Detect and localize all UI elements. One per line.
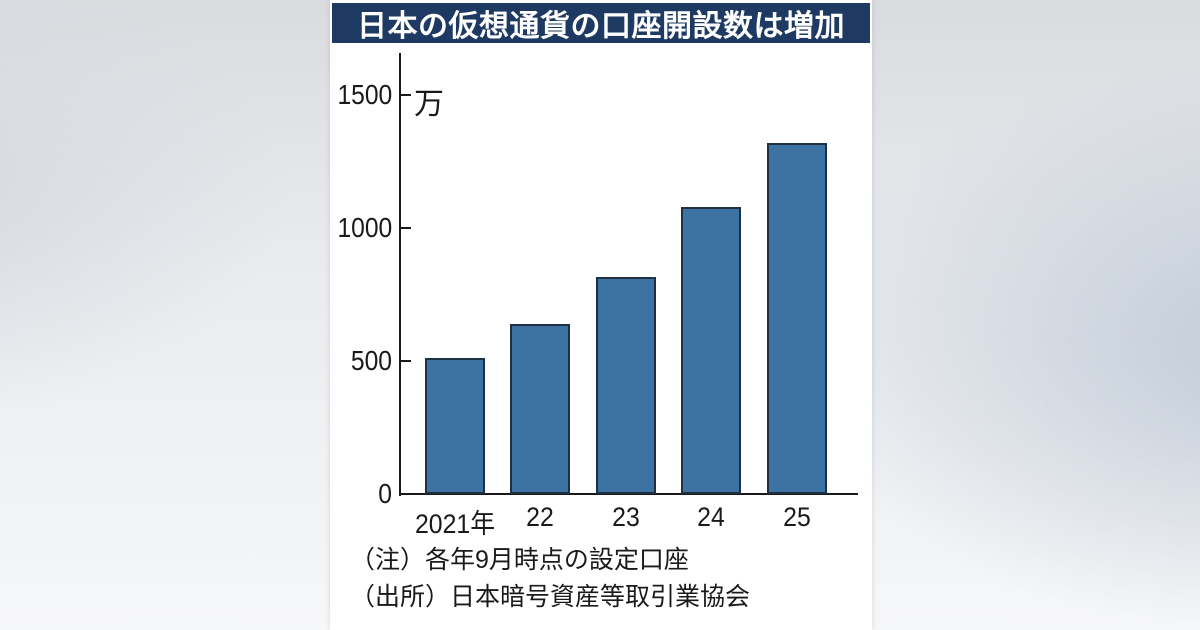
- x-tick-label: 23: [611, 502, 640, 532]
- bar-23: [595, 277, 656, 494]
- note-line: （注）各年9月時点の設定口座: [350, 546, 689, 574]
- y-tick-mark: [401, 360, 411, 362]
- y-tick-label: 0: [378, 478, 392, 509]
- y-tick-label: 1500: [337, 79, 393, 110]
- x-axis-line: [399, 493, 858, 495]
- plot-area: 万 0 500 1000 1500 2021年 22 23 24 25: [330, 43, 872, 540]
- bar-25: [766, 142, 827, 494]
- bar-22: [510, 323, 571, 494]
- y-tick-label: 1000: [337, 212, 393, 243]
- x-tick-label: 24: [697, 502, 726, 532]
- y-axis-unit-label: 万: [414, 88, 444, 121]
- bar-24: [681, 206, 742, 494]
- notes-block: （注）各年9月時点の設定口座 （出所）日本暗号資産等取引業協会: [350, 542, 750, 616]
- x-tick-label: 22: [526, 502, 555, 532]
- bar-2021年: [425, 358, 485, 494]
- chart-title: 日本の仮想通貨の口座開設数は増加: [357, 10, 845, 43]
- y-tick-mark: [401, 94, 411, 96]
- source-line: （出所）日本暗号資産等取引業協会: [350, 583, 751, 611]
- y-tick-mark: [401, 227, 411, 229]
- chart-title-bar: 日本の仮想通貨の口座開設数は増加: [332, 3, 870, 43]
- chart-panel: 日本の仮想通貨の口座開設数は増加 万 0 500 1000 1500 2021年 22 23…: [330, 0, 872, 630]
- y-tick-label: 500: [350, 345, 392, 376]
- x-tick-label: 2021年: [414, 509, 496, 539]
- y-axis-line: [399, 53, 401, 496]
- x-tick-label: 25: [782, 502, 811, 532]
